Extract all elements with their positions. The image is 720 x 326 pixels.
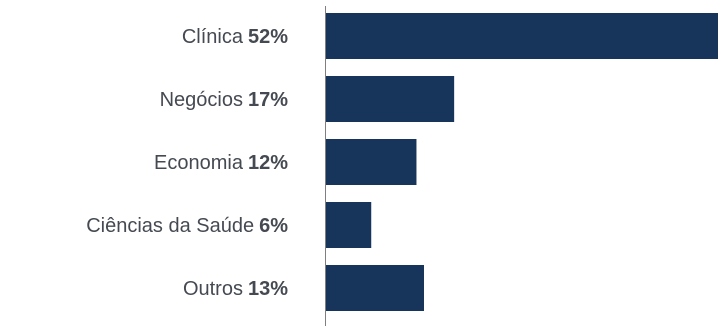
category-label-clinica: Clínica	[182, 26, 244, 48]
value-label-ciencias-da-saude: 6%	[259, 215, 288, 237]
bar-negocios	[326, 76, 455, 122]
bar-outros	[326, 265, 424, 311]
bar-economia	[326, 139, 417, 185]
category-label-economia: Economia	[154, 152, 244, 174]
bars-layer	[326, 13, 718, 311]
value-label-negocios: 17%	[248, 89, 288, 111]
category-label-negocios: Negócios	[160, 89, 243, 111]
value-label-outros: 13%	[248, 278, 288, 300]
category-label-outros: Outros	[183, 278, 243, 300]
category-label-ciencias-da-saude: Ciências da Saúde	[86, 215, 254, 237]
category-labels-layer: 52%Clínica 17%Negócios 12%Economia 6%Ciênci…	[86, 26, 288, 300]
value-label-clinica: 52%	[248, 26, 288, 48]
value-label-economia: 12%	[248, 152, 288, 174]
bar-clinica	[326, 13, 718, 59]
bar-ciencias-da-saude	[326, 202, 372, 248]
